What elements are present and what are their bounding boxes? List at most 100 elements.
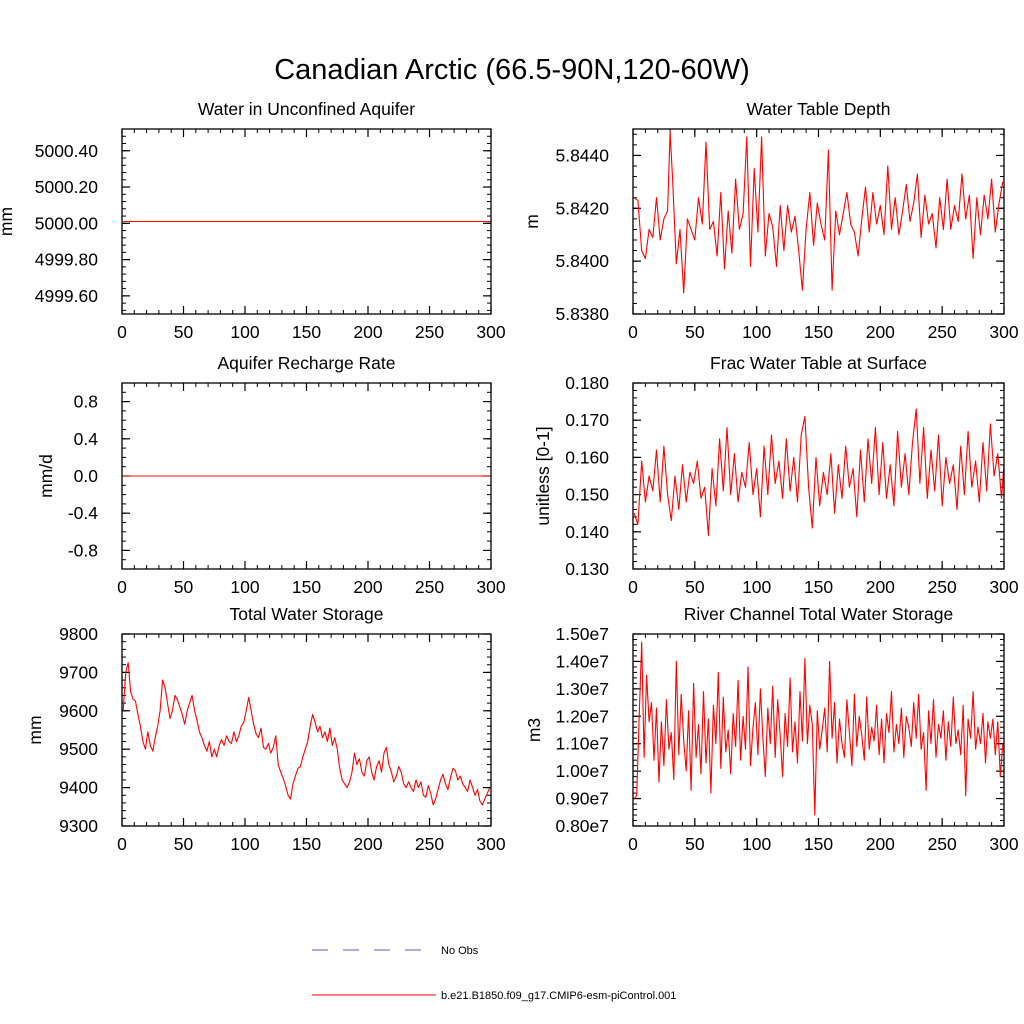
series-line	[633, 408, 1005, 537]
x-tick-label: 150	[292, 322, 321, 342]
panel-title: Total Water Storage	[229, 604, 383, 624]
y-tick-label: 0.90e7	[555, 789, 609, 809]
legend-label: b.e21.B1850.f09_g17.CMIP6-esm-piControl.…	[441, 990, 676, 1002]
x-tick-label: 50	[174, 322, 194, 342]
x-tick-label: 50	[685, 834, 705, 854]
y-tick-label: 9300	[59, 816, 98, 836]
y-tick-label: 9700	[59, 662, 98, 682]
x-tick-label: 150	[292, 577, 321, 597]
panel-title: River Channel Total Water Storage	[684, 604, 953, 624]
panel-6: River Channel Total Water Storage m3 0 50 10…	[524, 604, 1019, 854]
y-tick-label: -0.4	[68, 503, 98, 523]
panel-title: Water Table Depth	[747, 99, 891, 119]
x-tick-label: 250	[415, 322, 444, 342]
x-tick-label: 0	[628, 322, 638, 342]
y-tick-label: 0.4	[74, 429, 99, 449]
plot-frame	[632, 633, 1005, 827]
panel-4: Frac Water Table at Surface unitless [0-1…	[533, 353, 1019, 597]
x-tick-label: 50	[685, 577, 705, 597]
y-tick-label: 1.10e7	[555, 734, 609, 754]
x-tick-label: 300	[476, 834, 505, 854]
x-tick-label: 100	[230, 577, 259, 597]
panel-5: Total Water Storage mm 0 50 100 150 200 250 300 9…	[25, 604, 506, 854]
x-tick-label: 50	[174, 577, 194, 597]
y-tick-label: 0.8	[74, 392, 98, 412]
y-tick-label: 0.80e7	[555, 816, 609, 836]
y-axis-label: m3	[524, 718, 544, 742]
panel-title: Aquifer Recharge Rate	[217, 353, 395, 373]
y-tick-label: 5.8440	[555, 145, 609, 165]
x-tick-label: 300	[989, 834, 1018, 854]
plot-frame	[121, 633, 492, 827]
x-tick-label: 200	[353, 322, 382, 342]
x-tick-label: 200	[866, 577, 895, 597]
y-axis-label: mm	[0, 207, 16, 236]
x-tick-label: 0	[117, 577, 127, 597]
x-tick-label: 50	[685, 322, 705, 342]
y-tick-label: 5.8420	[555, 198, 609, 218]
x-tick-label: 100	[742, 577, 771, 597]
plot-frame	[632, 382, 1005, 570]
legend: No Obs b.e21.B1850.f09_g17.CMIP6-esm-piCo…	[312, 945, 676, 1002]
x-tick-label: 300	[476, 577, 505, 597]
figure-title: Canadian Arctic (66.5-90N,120-60W)	[274, 54, 750, 86]
x-tick-label: 150	[804, 322, 833, 342]
series-line	[122, 662, 491, 806]
series-line	[633, 641, 1004, 816]
y-tick-label: 9600	[59, 701, 98, 721]
y-tick-label: 9500	[59, 739, 98, 759]
y-tick-label: 5000.00	[35, 213, 99, 233]
x-tick-label: 300	[476, 322, 505, 342]
x-tick-label: 0	[628, 577, 638, 597]
y-tick-label: 1.30e7	[555, 679, 609, 699]
y-tick-label: 0.140	[565, 522, 609, 542]
plot-frame	[121, 128, 492, 315]
x-tick-label: 300	[989, 577, 1018, 597]
y-axis-label: mm	[25, 715, 45, 744]
x-tick-label: 250	[928, 577, 957, 597]
x-tick-label: 150	[804, 834, 833, 854]
y-tick-label: -0.8	[68, 540, 98, 560]
x-tick-label: 300	[989, 322, 1018, 342]
x-tick-label: 0	[117, 322, 127, 342]
x-tick-label: 100	[230, 834, 259, 854]
y-tick-label: 4999.60	[35, 286, 99, 306]
y-tick-label: 5.8380	[555, 304, 609, 324]
y-tick-label: 1.50e7	[555, 624, 609, 644]
x-tick-label: 200	[866, 322, 895, 342]
y-tick-label: 0.150	[565, 485, 609, 505]
x-tick-label: 250	[415, 834, 444, 854]
x-tick-label: 100	[742, 834, 771, 854]
x-tick-label: 250	[928, 322, 957, 342]
panel-title: Water in Unconfined Aquifer	[198, 99, 415, 119]
x-tick-label: 250	[415, 577, 444, 597]
y-tick-label: 5.8400	[555, 251, 609, 271]
x-tick-label: 200	[866, 834, 895, 854]
y-axis-label: m	[522, 214, 542, 229]
y-tick-label: 0.180	[565, 373, 609, 393]
y-tick-label: 5000.20	[35, 177, 99, 197]
x-tick-label: 200	[353, 577, 382, 597]
y-tick-label: 0.160	[565, 447, 609, 467]
x-tick-label: 200	[353, 834, 382, 854]
y-axis-label: mm/d	[36, 454, 56, 498]
y-tick-label: 0.170	[565, 410, 609, 430]
x-tick-label: 0	[117, 834, 127, 854]
legend-label: No Obs	[441, 945, 479, 957]
y-tick-label: 4999.80	[35, 250, 99, 270]
x-tick-label: 100	[230, 322, 259, 342]
panel-3: Aquifer Recharge Rate mm/d 0 50 100 150 200 250…	[36, 353, 506, 597]
x-tick-label: 150	[292, 834, 321, 854]
x-tick-label: 250	[928, 834, 957, 854]
panels: Water in Unconfined Aquifer mm 0 50 100 150 20…	[0, 99, 1019, 854]
x-tick-label: 0	[628, 834, 638, 854]
x-tick-label: 100	[742, 322, 771, 342]
y-tick-label: 1.40e7	[555, 651, 609, 671]
plot-frame	[121, 382, 492, 570]
y-tick-label: 5000.40	[35, 141, 99, 161]
x-tick-label: 150	[804, 577, 833, 597]
plot-frame	[632, 128, 1005, 315]
y-tick-label: 0.0	[74, 466, 99, 486]
panel-title: Frac Water Table at Surface	[710, 353, 927, 373]
